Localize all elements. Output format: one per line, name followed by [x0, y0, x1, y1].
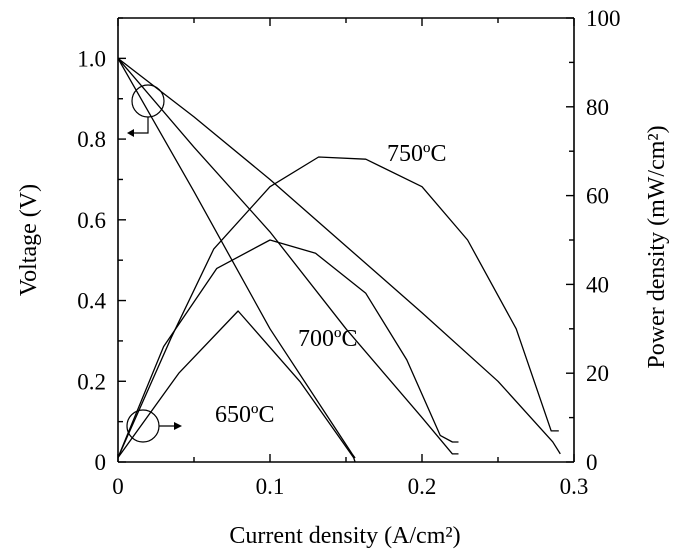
- annotation-650: 650ºC: [215, 402, 274, 428]
- y2-tick-label-2: 40: [586, 272, 609, 297]
- curves: [117, 57, 561, 463]
- left-arrow-icon: [127, 129, 134, 137]
- y2-tick-label-1: 20: [586, 361, 609, 386]
- y2-tick-label-4: 80: [586, 95, 609, 120]
- y-tick-label-2: 0.4: [77, 289, 106, 314]
- y2-axis-title: Power density (mW/cm²): [644, 125, 670, 368]
- x-tick-label-2: 0.2: [408, 474, 437, 499]
- x-tick-label-0: 0: [112, 474, 124, 499]
- y-tick-label-5: 1.0: [77, 46, 106, 71]
- voltage-curve-1: [117, 57, 459, 455]
- markers: [126, 84, 182, 443]
- y2-tick-label-5: 100: [586, 6, 621, 31]
- voltage-curve-0: [117, 58, 356, 459]
- voltage-curve-2: [117, 57, 561, 455]
- voltage-axis-pointer: [129, 117, 149, 134]
- y-tick-label-4: 0.8: [77, 127, 106, 152]
- y2-tick-label-0: 0: [586, 450, 598, 475]
- right-arrow-icon: [174, 422, 182, 430]
- power-curve-0: [117, 310, 356, 463]
- y-axis-title: Voltage (V): [16, 184, 42, 296]
- x-tick-label-1: 0.1: [256, 474, 285, 499]
- y-tick-label-3: 0.6: [77, 208, 106, 233]
- ticks: [117, 17, 575, 463]
- y-tick-label-0: 0: [95, 450, 107, 475]
- x-tick-label-3: 0.3: [560, 474, 589, 499]
- power-curve-1: [117, 239, 459, 458]
- power-curve-2: [117, 156, 559, 458]
- axes: [117, 17, 575, 463]
- annotation-750: 750ºC: [387, 141, 446, 167]
- x-axis-title: Current density (A/cm²): [229, 523, 460, 549]
- y-tick-label-1: 0.2: [77, 369, 106, 394]
- y2-tick-label-3: 60: [586, 184, 609, 209]
- annotation-700: 700ºC: [298, 326, 357, 352]
